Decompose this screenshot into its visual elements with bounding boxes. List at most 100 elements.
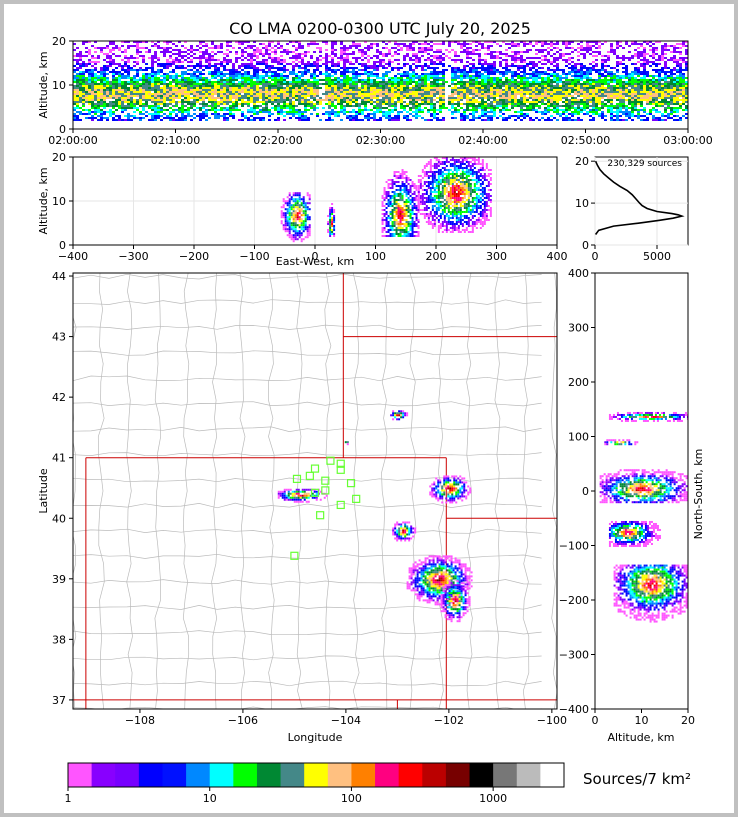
time-height-bin <box>361 91 364 93</box>
time-height-bin <box>151 83 154 85</box>
time-height-bin <box>235 91 238 93</box>
time-height-bin <box>436 109 439 111</box>
time-height-bin <box>265 51 268 53</box>
time-height-bin <box>115 77 118 79</box>
time-height-bin <box>199 57 202 59</box>
time-height-bin <box>262 97 265 99</box>
time-height-bin <box>358 105 361 107</box>
time-height-bin <box>571 95 574 97</box>
time-height-bin <box>421 75 424 77</box>
time-height-bin <box>277 119 280 121</box>
time-height-bin <box>202 85 205 87</box>
time-height-bin <box>145 115 148 117</box>
time-height-bin <box>283 49 286 51</box>
time-height-bin <box>136 41 139 43</box>
time-height-bin <box>415 93 418 95</box>
time-height-bin <box>325 89 328 91</box>
time-height-bin <box>160 51 163 53</box>
time-height-bin <box>445 107 448 109</box>
time-height-bin <box>580 109 583 111</box>
time-height-bin <box>376 109 379 111</box>
time-height-bin <box>463 97 466 99</box>
time-height-bin <box>364 85 367 87</box>
time-height-bin <box>550 119 553 121</box>
time-height-bin <box>334 65 337 67</box>
time-height-bin <box>91 65 94 67</box>
time-height-bin <box>469 51 472 53</box>
time-height-bin <box>181 113 184 115</box>
time-height-bin <box>592 111 595 113</box>
time-height-bin <box>256 83 259 85</box>
time-height-bin <box>481 67 484 69</box>
time-height-bin <box>193 79 196 81</box>
time-height-bin <box>217 59 220 61</box>
time-height-bin <box>484 115 487 117</box>
time-height-bin <box>559 69 562 71</box>
time-height-bin <box>502 101 505 103</box>
time-height-bin <box>478 91 481 93</box>
time-height-bin <box>562 117 565 119</box>
time-height-bin <box>439 79 442 81</box>
time-height-bin <box>301 101 304 103</box>
time-height-bin <box>190 51 193 53</box>
time-height-bin <box>343 113 346 115</box>
time-height-bin <box>130 81 133 83</box>
time-height-bin <box>244 95 247 97</box>
time-height-bin <box>436 83 439 85</box>
time-height-bin <box>544 85 547 87</box>
time-height-bin <box>127 67 130 69</box>
time-height-bin <box>214 97 217 99</box>
time-height-bin <box>184 95 187 97</box>
time-height-bin <box>598 69 601 71</box>
time-height-bin <box>319 87 322 89</box>
time-height-bin <box>580 103 583 105</box>
time-height-bin <box>256 51 259 53</box>
time-height-bin <box>307 79 310 81</box>
time-height-bin <box>163 95 166 97</box>
time-height-bin <box>478 89 481 91</box>
time-height-bin <box>541 87 544 89</box>
time-height-bin <box>262 99 265 101</box>
time-height-bin <box>286 99 289 101</box>
time-height-bin <box>553 47 556 49</box>
time-height-bin <box>73 75 76 77</box>
time-height-bin <box>508 87 511 89</box>
time-height-bin <box>181 45 184 47</box>
time-height-bin <box>235 57 238 59</box>
time-height-bin <box>424 51 427 53</box>
time-height-bin <box>547 53 550 55</box>
time-height-bin <box>391 89 394 91</box>
time-height-bin <box>256 91 259 93</box>
time-height-bin <box>487 63 490 65</box>
time-height-bin <box>457 59 460 61</box>
time-height-bin <box>619 83 622 85</box>
time-height-bin <box>439 107 442 109</box>
time-height-bin <box>370 79 373 81</box>
time-height-bin <box>91 107 94 109</box>
time-height-bin <box>265 79 268 81</box>
time-height-bin <box>301 103 304 105</box>
time-height-bin <box>589 53 592 55</box>
time-height-bin <box>553 107 556 109</box>
time-height-bin <box>109 83 112 85</box>
time-height-bin <box>103 113 106 115</box>
time-height-bin <box>160 87 163 89</box>
time-height-bin <box>559 79 562 81</box>
time-height-bin <box>535 103 538 105</box>
time-height-bin <box>478 67 481 69</box>
time-height-bin <box>511 115 514 117</box>
time-height-bin <box>271 89 274 91</box>
time-height-bin <box>583 105 586 107</box>
time-height-bin <box>346 53 349 55</box>
time-height-bin <box>613 105 616 107</box>
time-height-bin <box>295 95 298 97</box>
time-height-bin <box>409 101 412 103</box>
time-height-bin <box>283 93 286 95</box>
time-height-bin <box>496 101 499 103</box>
time-height-bin <box>127 81 130 83</box>
time-height-bin <box>169 95 172 97</box>
time-height-bin <box>595 97 598 99</box>
time-height-bin <box>274 61 277 63</box>
time-height-bin <box>199 99 202 101</box>
time-height-bin <box>364 53 367 55</box>
